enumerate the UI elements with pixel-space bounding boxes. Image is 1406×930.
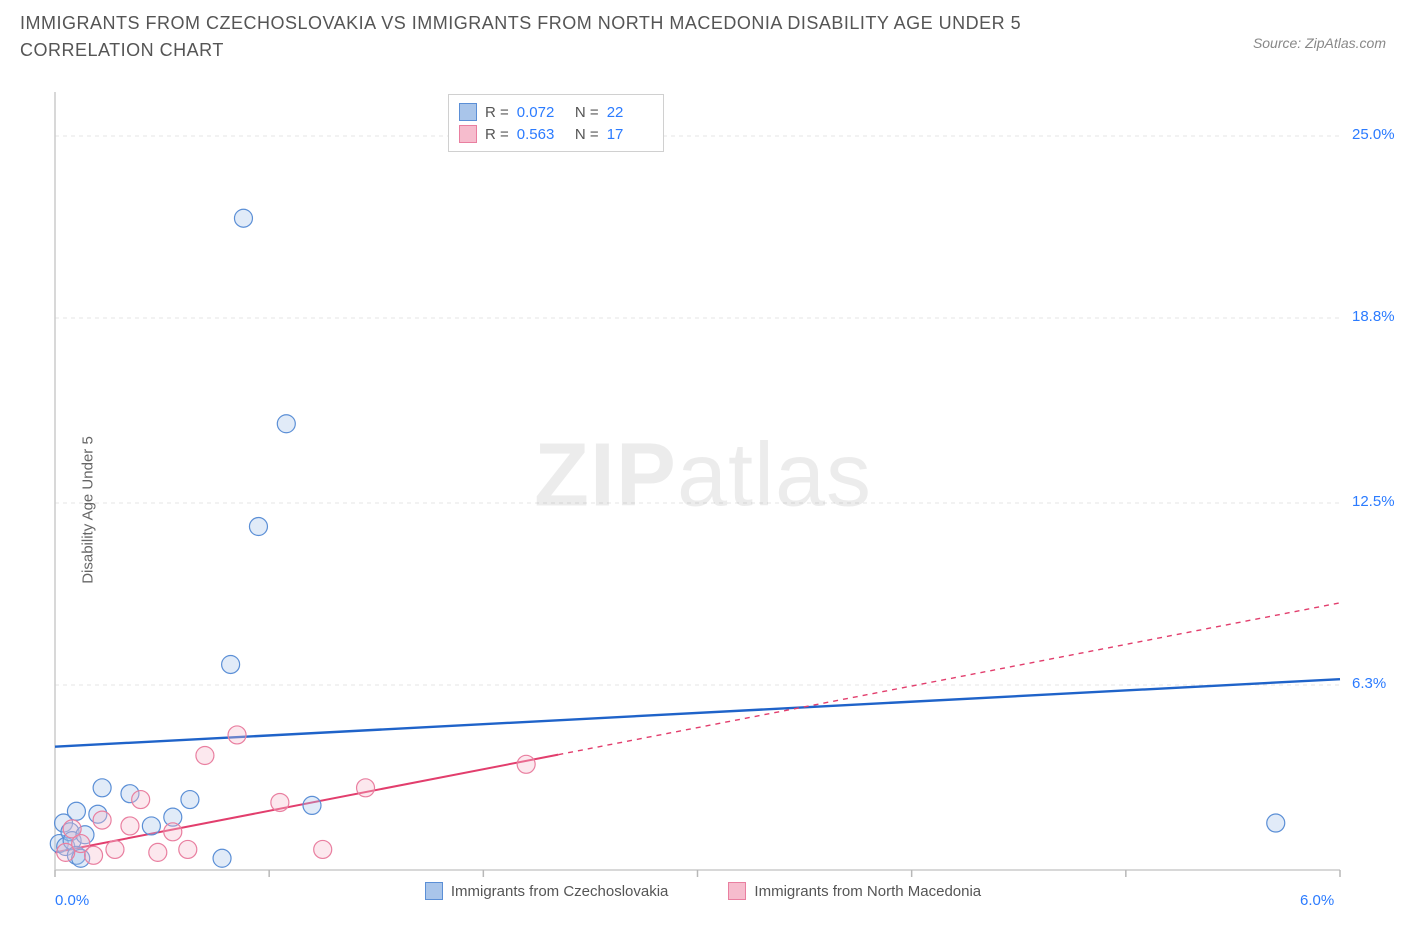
legend-swatch [459,125,477,143]
y-tick-label: 6.3% [1352,675,1386,692]
stat-n-value: 22 [607,104,653,121]
stat-r-label: R = [485,104,509,121]
legend-label: Immigrants from Czechoslovakia [451,883,669,900]
legend-item: Immigrants from Czechoslovakia [425,882,669,900]
legend-item: Immigrants from North Macedonia [728,882,981,900]
stat-row: R = 0.072 N = 22 [459,101,653,123]
stats-legend-box: R = 0.072 N = 22 R = 0.563 N = 17 [448,94,664,152]
chart-area: Disability Age Under 5 ZIPatlas R =0.072… [0,80,1406,930]
y-tick-label: 25.0% [1352,126,1395,143]
legend-swatch [728,882,746,900]
y-axis-label: Disability Age Under 5 [79,436,96,584]
stat-r-value: 0.563 [517,126,563,143]
stat-n-label: N = [571,126,599,143]
scatter-chart-svg [0,80,1406,930]
chart-title: IMMIGRANTS FROM CZECHOSLOVAKIA VS IMMIGR… [20,10,1120,64]
legend-label: Immigrants from North Macedonia [754,883,981,900]
legend-swatch [425,882,443,900]
stat-row: R = 0.563 N = 17 [459,123,653,145]
y-tick-label: 12.5% [1352,493,1395,510]
stat-n-value: 17 [607,126,653,143]
chart-source: Source: ZipAtlas.com [1253,35,1386,51]
y-tick-label: 18.8% [1352,308,1395,325]
bottom-legend: Immigrants from Czechoslovakia Immigrants… [0,882,1406,900]
x-tick-label: 6.0% [1300,892,1334,909]
stat-r-value: 0.072 [517,104,563,121]
x-tick-label: 0.0% [55,892,89,909]
stat-n-label: N = [571,104,599,121]
stat-r-label: R = [485,126,509,143]
legend-swatch [459,103,477,121]
